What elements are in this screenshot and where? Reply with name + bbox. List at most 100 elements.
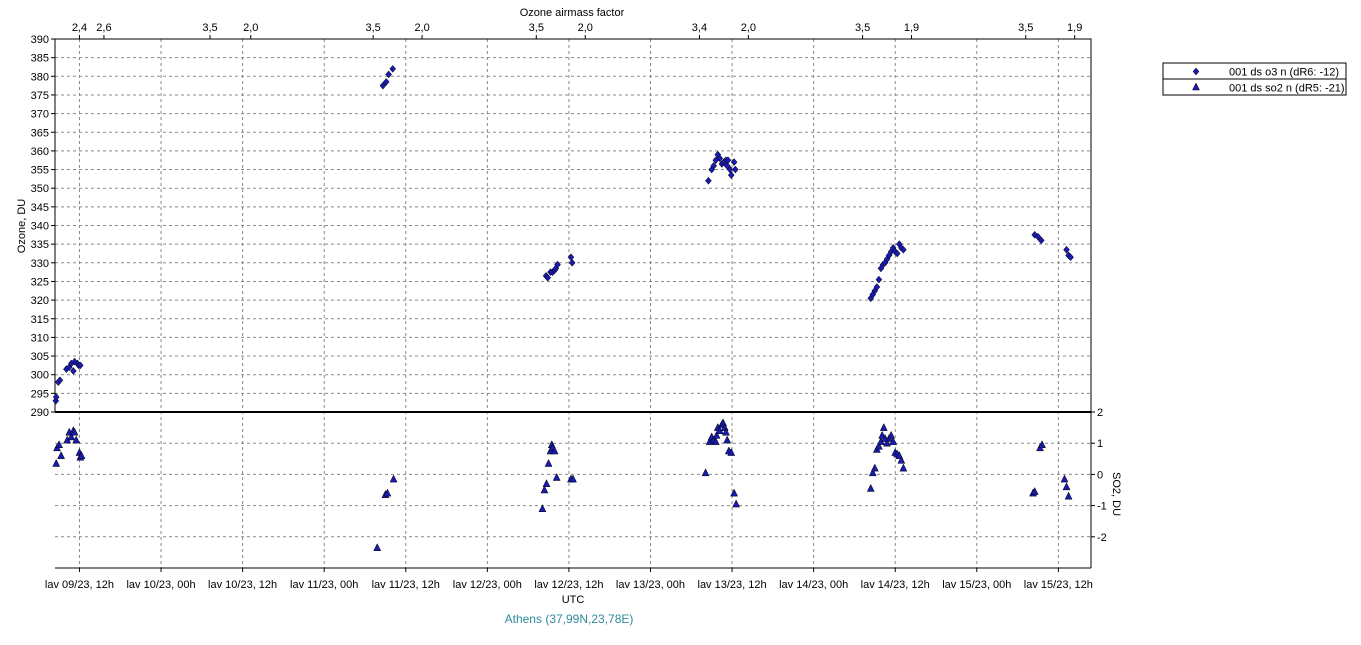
ozone-point <box>724 156 732 165</box>
so2-point <box>711 437 720 445</box>
so2-point <box>732 499 741 508</box>
so2-point <box>889 437 898 445</box>
ozone-point <box>52 393 60 401</box>
so2-point <box>1038 440 1046 449</box>
so2-tick-label: -1 <box>1097 501 1107 513</box>
ozone-point <box>900 245 907 254</box>
so2-point <box>55 440 63 449</box>
ozone-point <box>873 283 881 291</box>
ozone-tick-label: 385 <box>31 53 49 65</box>
so2-tick-label: 1 <box>1097 438 1103 450</box>
ozone-point <box>544 273 552 282</box>
so2-point <box>868 468 877 477</box>
so2-point <box>389 474 398 483</box>
top-tick-label: 3,5 <box>529 22 544 34</box>
ozone-tick-label: 380 <box>31 71 49 83</box>
legend-item-ozone[interactable]: 001 ds o3 n (dR6: -12) <box>1229 67 1339 79</box>
ozone-point <box>875 275 883 284</box>
top-tick-label: 1,9 <box>1067 22 1082 34</box>
ozone-series <box>52 64 1074 405</box>
ozone-point <box>727 171 735 180</box>
so2-point <box>540 485 549 494</box>
ozone-point <box>716 154 724 163</box>
top-tick-label: 2,4 <box>72 22 87 34</box>
so2-tick-label: 2 <box>1097 407 1103 419</box>
so2-point <box>552 472 561 481</box>
ozone-tick-label: 370 <box>31 109 49 121</box>
ozone-point <box>567 253 575 262</box>
so2-y-ticks: 2 1 0 -1 -2 <box>1091 407 1107 544</box>
so2-point <box>67 432 76 441</box>
ozone-point <box>1034 232 1042 241</box>
ozone-point <box>382 78 390 86</box>
so2-tick-label: 0 <box>1097 469 1103 481</box>
so2-point <box>72 435 81 444</box>
so2-point <box>897 455 906 464</box>
x-tick-label: lav 14/23, 12h <box>861 579 930 591</box>
top-tick-label: 1,9 <box>904 22 919 34</box>
ozone-point <box>568 258 576 267</box>
x-tick-label: lav 10/23, 12h <box>208 579 277 591</box>
ozone-tick-label: 295 <box>31 388 49 400</box>
so2-point <box>542 479 551 488</box>
so2-point <box>870 463 879 472</box>
so2-point <box>1060 474 1069 483</box>
legend-diamond-icon <box>1192 67 1200 76</box>
ozone-point <box>554 260 561 269</box>
ozone-point <box>76 361 84 370</box>
ozone-point <box>379 81 387 90</box>
so2-point <box>373 543 382 551</box>
ozone-tick-label: 300 <box>31 370 49 382</box>
so2-point <box>727 448 736 456</box>
so2-point <box>701 468 710 477</box>
x-tick-label: lav 09/23, 12h <box>45 579 114 591</box>
top-tick-label: 3,5 <box>855 22 870 34</box>
top-tick-label: 3,5 <box>1018 22 1033 34</box>
x-tick-label: lav 13/23, 00h <box>616 579 685 591</box>
top-tick-label: 3,5 <box>365 22 380 34</box>
so2-point <box>1062 482 1071 491</box>
station-caption: Athens (37,99N,23,78E) <box>505 612 634 626</box>
ozone-tick-label: 350 <box>31 183 49 195</box>
x-axis-ticks: lav 09/23, 12h lav 10/23, 00h lav 10/23, 1… <box>45 568 1093 591</box>
so2-point <box>899 463 908 472</box>
legend-triangle-icon <box>1192 82 1200 91</box>
ozone-point <box>70 367 77 375</box>
ozone-tick-label: 390 <box>31 34 49 46</box>
x-tick-label: lav 14/23, 00h <box>779 579 848 591</box>
x-tick-label: lav 10/23, 00h <box>126 579 195 591</box>
ozone-tick-label: 365 <box>31 127 49 139</box>
so2-point <box>1030 487 1039 495</box>
legend-item-so2[interactable]: 001 ds so2 n (dR5: -21) <box>1229 83 1345 95</box>
grid-layer <box>55 38 1091 568</box>
so2-point <box>887 430 896 439</box>
x-tick-label: lav 11/23, 12h <box>372 579 440 591</box>
x-tick-label: lav 11/23, 00h <box>290 579 358 591</box>
top-tick-label: 2,0 <box>741 22 756 34</box>
ozone-y-ticks: 290 295 300 305 310 315 320 325 330 335 340 345 350 3… <box>31 34 55 419</box>
ozone-tick-label: 320 <box>31 295 49 307</box>
so2-point <box>1064 491 1073 500</box>
top-axis-title: Ozone airmass factor <box>520 7 625 19</box>
ozone-tick-label: 355 <box>31 165 49 177</box>
legend[interactable]: 001 ds o3 n (dR6: -12) 001 ds so2 n (dR5… <box>1162 62 1347 96</box>
x-tick-label: lav 15/23, 00h <box>942 579 1011 591</box>
x-tick-label: lav 12/23, 12h <box>534 579 603 591</box>
so2-point <box>538 504 547 512</box>
ozone-point <box>56 376 64 385</box>
so2-point <box>569 474 577 483</box>
ozone-point <box>389 64 397 73</box>
top-tick-label: 2,6 <box>96 22 111 34</box>
so2-point <box>550 446 559 455</box>
so2-point <box>883 438 891 447</box>
ozone-point <box>1067 253 1074 262</box>
ozone-tick-label: 375 <box>31 90 49 102</box>
top-tick-label: 2,0 <box>578 22 593 34</box>
so2-point <box>57 451 66 459</box>
ozone-tick-label: 310 <box>31 332 49 344</box>
top-tick-label: 2,0 <box>414 22 429 34</box>
top-tick-label: 2,0 <box>243 22 258 34</box>
ozone-tick-label: 340 <box>31 221 49 233</box>
so2-point <box>879 423 888 431</box>
